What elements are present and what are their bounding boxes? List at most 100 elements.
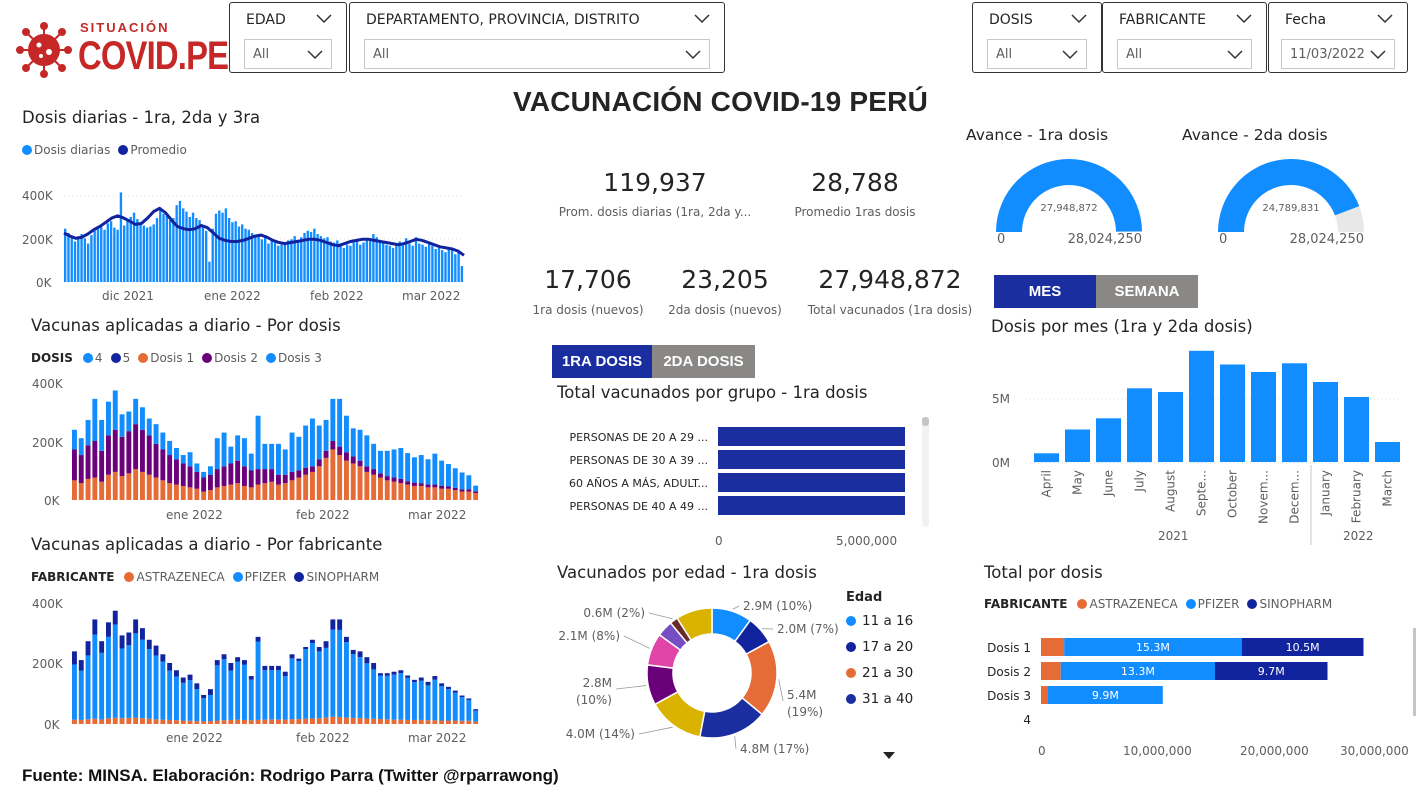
filter-edad-dropdown[interactable]: All xyxy=(244,39,332,69)
bar-dosis-1[interactable] xyxy=(92,477,98,500)
legend-item[interactable]: 11 a 16 xyxy=(846,613,913,629)
bar-dosis-1[interactable] xyxy=(248,487,254,500)
bar-astrazeneca[interactable] xyxy=(357,718,363,724)
bar-dosis-3[interactable] xyxy=(398,448,404,479)
bar-dosis-diarias[interactable] xyxy=(457,252,460,282)
bar-astrazeneca[interactable] xyxy=(235,719,241,724)
bar-dosis-diarias[interactable] xyxy=(424,246,428,282)
legend-item[interactable]: 4 xyxy=(82,351,103,365)
bar-dosis-1[interactable] xyxy=(364,471,370,500)
legend-item[interactable]: 21 a 30 xyxy=(846,665,913,681)
bar-dosis-diarias[interactable] xyxy=(270,240,273,282)
bar-sinopharm[interactable] xyxy=(276,665,281,671)
bar-pfizer[interactable] xyxy=(1048,686,1163,704)
bar-sinopharm[interactable] xyxy=(248,676,254,680)
bar-pfizer[interactable] xyxy=(337,629,343,718)
bar-sinopharm[interactable] xyxy=(316,647,322,652)
chevron-down-icon[interactable] xyxy=(694,14,710,24)
bar-dosis-diarias[interactable] xyxy=(319,236,323,282)
bar-pfizer[interactable] xyxy=(133,633,139,718)
bar-astrazeneca[interactable] xyxy=(221,720,227,724)
bar-dosis-2[interactable] xyxy=(140,429,145,472)
bar-dosis-1[interactable] xyxy=(242,485,247,500)
bar-dosis-3[interactable] xyxy=(99,419,105,451)
bar-astrazeneca[interactable] xyxy=(255,719,261,724)
bar-sinopharm[interactable] xyxy=(425,681,431,686)
bar-dosis-diarias[interactable] xyxy=(434,248,437,282)
bar-sinopharm[interactable] xyxy=(235,657,241,662)
bar-dosis-1[interactable] xyxy=(208,490,213,500)
bar-sinopharm[interactable] xyxy=(459,695,465,697)
bar-astrazeneca[interactable] xyxy=(418,719,424,724)
bar-dosis-1[interactable] xyxy=(412,485,417,500)
bar-sinopharm[interactable] xyxy=(473,709,479,711)
bar-dosis-diarias[interactable] xyxy=(70,237,73,282)
bar-sinopharm[interactable] xyxy=(405,675,411,678)
bar-dosis-2[interactable] xyxy=(405,481,411,485)
bar-dosis-diarias[interactable] xyxy=(277,245,280,282)
bar-dosis-2[interactable] xyxy=(323,450,329,458)
filter-fabricante[interactable]: FABRICANTE All xyxy=(1102,2,1267,73)
bar-dosis-diarias[interactable] xyxy=(460,266,464,282)
bar-astrazeneca[interactable] xyxy=(323,717,329,724)
bar-dosis-3[interactable] xyxy=(378,450,383,474)
bar-dosis-diarias[interactable] xyxy=(126,221,129,282)
gauge-2da-dosis[interactable]: 24,789,831 0 28,024,250 xyxy=(1212,150,1372,250)
bar-dosis-2[interactable] xyxy=(459,489,465,492)
bar-dosis-2[interactable] xyxy=(357,460,363,467)
bar-dosis-diarias[interactable] xyxy=(103,229,106,282)
bar-dosis-diarias[interactable] xyxy=(152,224,155,282)
bar-dosis-1[interactable] xyxy=(384,480,390,500)
bar-dosis-3[interactable] xyxy=(119,414,125,437)
bar-dosis-1[interactable] xyxy=(255,484,261,500)
bar-dosis-diarias[interactable] xyxy=(175,205,178,282)
bar-dosis-diarias[interactable] xyxy=(195,218,198,282)
bar-sinopharm[interactable] xyxy=(85,641,91,656)
bar-pfizer[interactable] xyxy=(221,659,227,721)
legend-item[interactable]: Promedio xyxy=(118,143,187,157)
bar-dosis-3[interactable] xyxy=(310,418,315,467)
bar-dosis-3[interactable] xyxy=(106,401,111,436)
bar-pfizer[interactable] xyxy=(99,652,105,720)
button-mes[interactable]: MES xyxy=(994,275,1096,308)
bar-dosis-1[interactable] xyxy=(201,491,207,500)
bar-astrazeneca[interactable] xyxy=(194,721,200,724)
bar-dosis-diarias[interactable] xyxy=(237,226,241,282)
bar-dosis-diarias[interactable] xyxy=(329,241,332,282)
bar-dosis-1[interactable] xyxy=(289,480,295,500)
bar-dosis-diarias[interactable] xyxy=(113,227,116,282)
bar-pfizer[interactable] xyxy=(248,679,254,721)
bar-dosis-diarias[interactable] xyxy=(264,235,267,282)
bar-dosis-diarias[interactable] xyxy=(372,234,375,282)
bar-sinopharm[interactable] xyxy=(112,610,118,625)
bar-pfizer[interactable] xyxy=(214,665,220,721)
bar-sinopharm[interactable] xyxy=(228,663,234,671)
bar-dosis-3[interactable] xyxy=(228,446,234,464)
bar-dosis-diarias[interactable] xyxy=(437,247,441,282)
bar-dosis-diarias[interactable] xyxy=(204,230,208,282)
bar-dosis-1[interactable] xyxy=(459,491,465,500)
bar-dosis-1[interactable] xyxy=(391,481,397,500)
bar-astrazeneca[interactable] xyxy=(459,720,465,724)
bar-dosis-1[interactable] xyxy=(126,473,132,500)
bar-sinopharm[interactable] xyxy=(1241,638,1364,656)
bar-dosis-2[interactable] xyxy=(473,491,479,493)
bar-dosis-3[interactable] xyxy=(276,443,281,475)
legend-item[interactable]: PFIZER xyxy=(232,570,286,584)
bar-dosis-2[interactable] xyxy=(398,478,404,484)
bar-dosis-2[interactable] xyxy=(364,466,370,472)
scrollbar[interactable] xyxy=(922,417,929,527)
bar-sinopharm[interactable] xyxy=(296,658,302,661)
bar-dosis-1[interactable] xyxy=(303,474,309,500)
bar-pfizer[interactable] xyxy=(194,689,200,722)
bar-dosis-2[interactable] xyxy=(432,484,438,488)
bar-dosis-diarias[interactable] xyxy=(398,241,401,282)
bar-astrazeneca[interactable] xyxy=(432,720,438,724)
bar-dosis-2[interactable] xyxy=(255,469,261,485)
bar-astrazeneca[interactable] xyxy=(214,720,220,724)
grupo-chart[interactable]: PERSONAS DE 20 A 29 ... PERSONAS DE 30 A … xyxy=(555,415,905,553)
filter-fecha[interactable]: Fecha 11/03/2022 xyxy=(1268,2,1408,73)
bar-mes[interactable] xyxy=(1220,364,1245,463)
bar-astrazeneca[interactable] xyxy=(106,718,111,724)
bar-dosis-1[interactable] xyxy=(371,474,377,500)
